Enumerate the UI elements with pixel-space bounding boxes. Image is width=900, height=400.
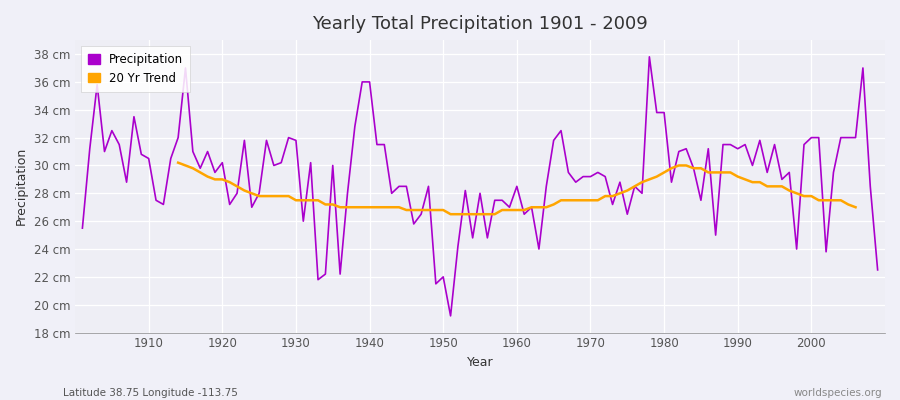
Text: Latitude 38.75 Longitude -113.75: Latitude 38.75 Longitude -113.75 [63,388,238,398]
Title: Yearly Total Precipitation 1901 - 2009: Yearly Total Precipitation 1901 - 2009 [312,15,648,33]
Y-axis label: Precipitation: Precipitation [15,147,28,226]
Legend: Precipitation, 20 Yr Trend: Precipitation, 20 Yr Trend [81,46,191,92]
Text: worldspecies.org: worldspecies.org [794,388,882,398]
X-axis label: Year: Year [467,356,493,369]
